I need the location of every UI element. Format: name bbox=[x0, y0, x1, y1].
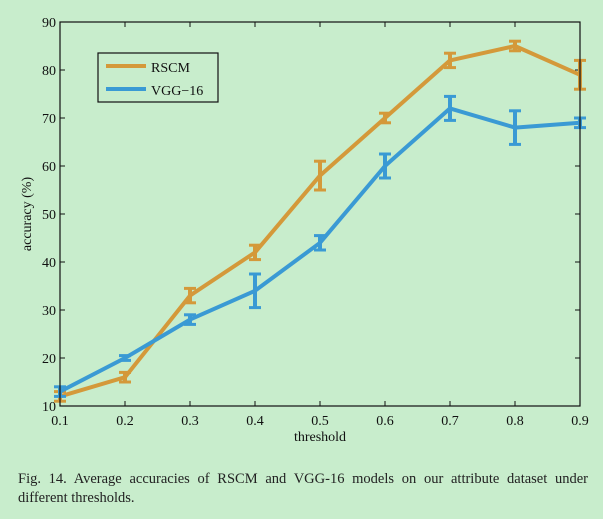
x-tick-label: 0.4 bbox=[246, 414, 264, 429]
y-tick-label: 50 bbox=[42, 208, 56, 223]
x-tick-label: 0.6 bbox=[376, 414, 394, 429]
legend bbox=[97, 52, 219, 103]
y-tick-label: 40 bbox=[42, 256, 56, 271]
x-tick-label: 0.2 bbox=[116, 414, 134, 429]
y-tick-label: 70 bbox=[42, 112, 56, 127]
x-tick-label: 0.1 bbox=[51, 414, 69, 429]
y-tick-label: 30 bbox=[42, 304, 56, 319]
legend-label: VGG−16 bbox=[151, 84, 203, 99]
y-tick-label: 10 bbox=[42, 400, 56, 415]
x-tick-label: 0.9 bbox=[571, 414, 589, 429]
y-tick-label: 80 bbox=[42, 64, 56, 79]
x-tick-label: 0.7 bbox=[441, 414, 459, 429]
x-tick-label: 0.5 bbox=[311, 414, 329, 429]
plot-frame bbox=[59, 21, 581, 407]
y-tick-label: 90 bbox=[42, 16, 56, 31]
x-axis-label: threshold bbox=[294, 430, 346, 445]
x-tick-label: 0.3 bbox=[181, 414, 199, 429]
chart: 0.1 0.2 0.3 0.4 0.5 0.6 0.7 0.8 0.9 10 20 30 40 50 60 7… bbox=[20, 16, 589, 445]
figure-caption: Fig. 14. Average accuracies of RSCM and … bbox=[18, 471, 588, 506]
y-tick-label: 20 bbox=[42, 352, 56, 367]
x-tick-label: 0.8 bbox=[506, 414, 524, 429]
legend-label: RSCM bbox=[151, 61, 190, 76]
y-axis-label: accuracy (%) bbox=[20, 177, 35, 252]
y-tick-label: 60 bbox=[42, 160, 56, 175]
